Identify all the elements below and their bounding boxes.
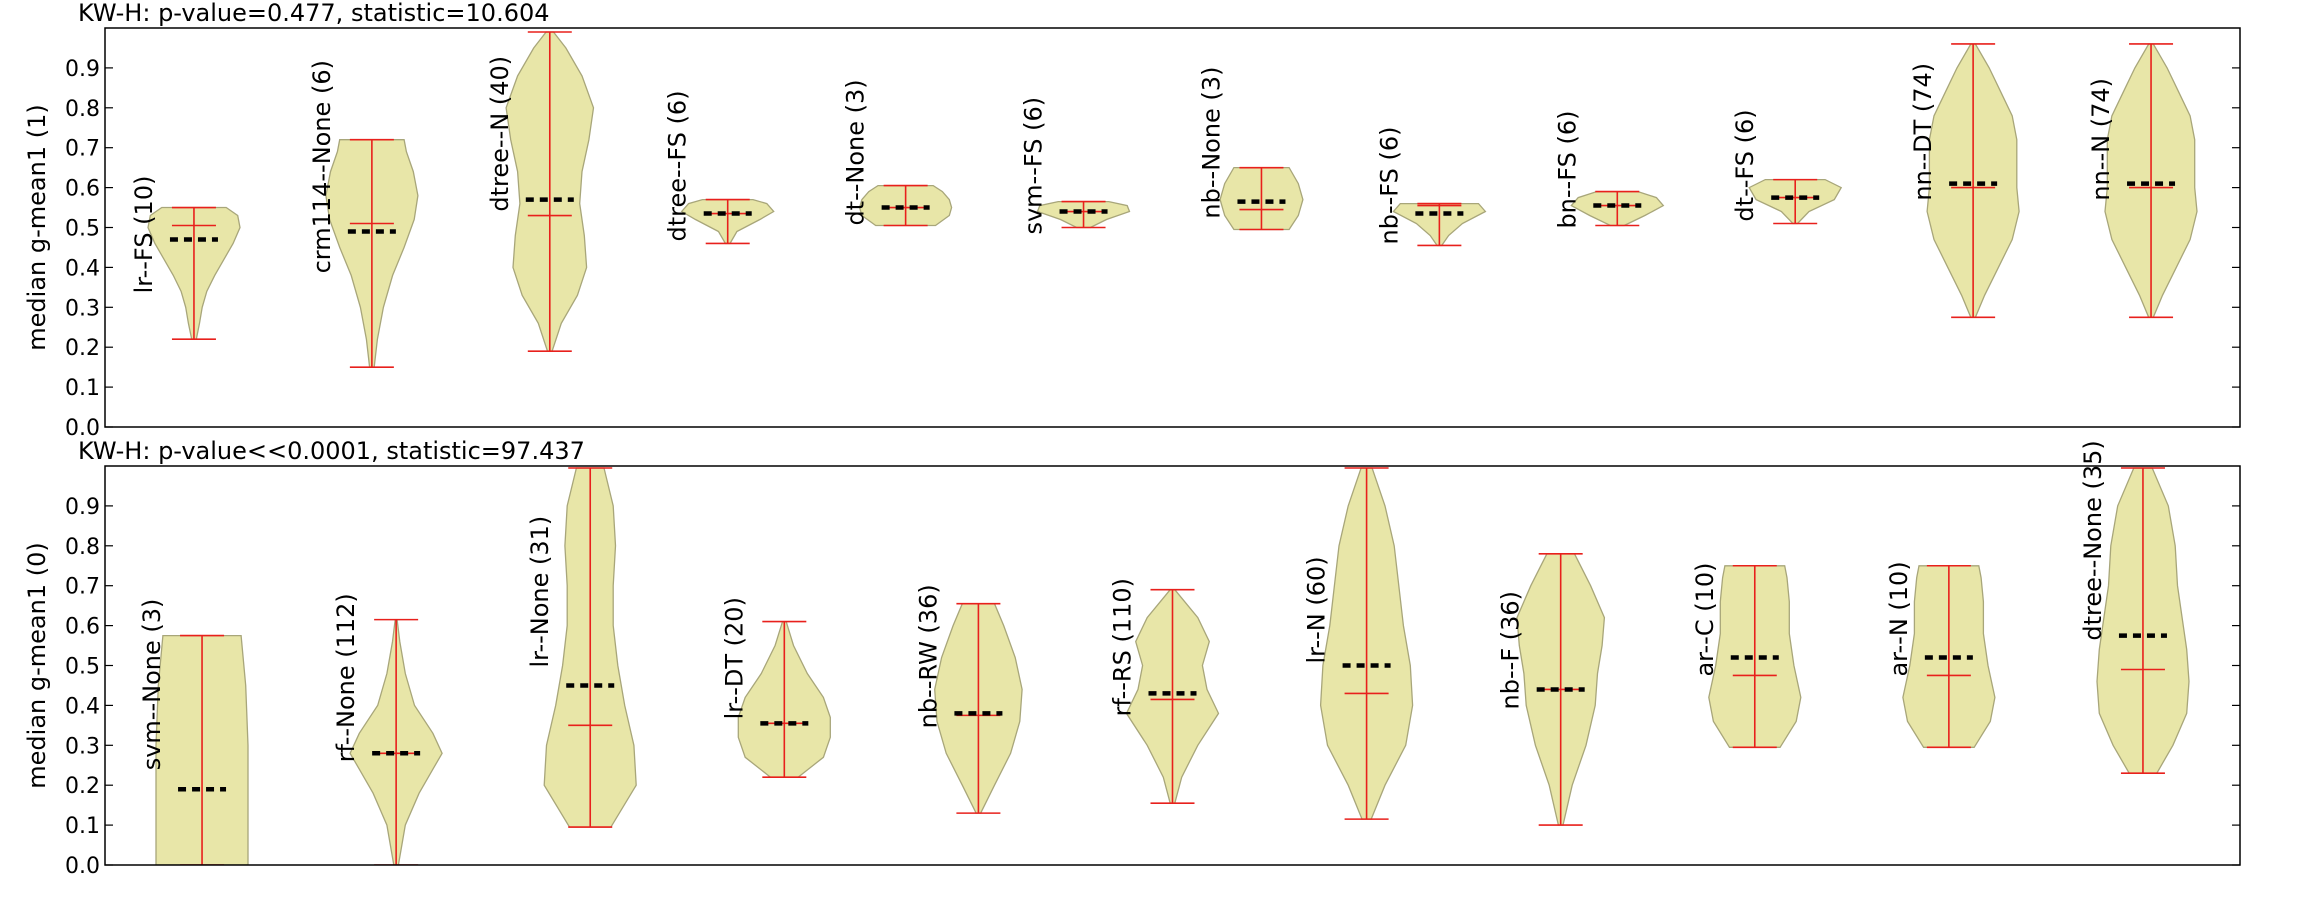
chart-panel-2: KW-H: p-value<<0.0001, statistic=97.437 m…	[23, 437, 2241, 879]
y-tick-label: 0.9	[65, 495, 100, 520]
violin-group	[1125, 588, 1220, 804]
y-tick-label: 0.7	[65, 575, 100, 600]
y-tick-label: 0.9	[65, 57, 100, 82]
category-label: dt--None (3)	[842, 79, 870, 225]
violin-group	[155, 634, 249, 865]
category-label: lr--None (31)	[526, 516, 554, 668]
y-axis-label: median g-mean1 (1)	[23, 104, 51, 350]
plot-frame	[104, 465, 2241, 866]
plot-area	[147, 31, 2198, 368]
y-tick-label: 0.6	[65, 177, 100, 202]
violin-group	[680, 198, 775, 245]
violin-group	[858, 184, 953, 227]
category-label: dtree--N (40)	[486, 56, 514, 212]
plot-frame	[104, 27, 2241, 428]
y-tick-label: 0.1	[65, 814, 100, 839]
category-label: lr--DT (20)	[720, 597, 748, 719]
violin-group	[1219, 166, 1304, 231]
category-label: dt--FS (6)	[1731, 109, 1759, 221]
category-label: crm114--None (6)	[308, 60, 336, 273]
category-label: nn--DT (74)	[1909, 63, 1937, 201]
plot-area	[155, 467, 2190, 865]
category-label: ar--N (10)	[1885, 561, 1913, 676]
y-tick-label: 0.4	[65, 256, 100, 281]
violin-group	[2096, 467, 2190, 775]
violin-group	[2104, 43, 2198, 319]
category-label: dtree--None (35)	[2079, 440, 2107, 640]
category-label: lr--FS (10)	[130, 176, 158, 294]
y-tick-label: 0.3	[65, 734, 100, 759]
violin-group	[1926, 43, 2020, 319]
category-label: nb--None (3)	[1197, 67, 1225, 219]
violin-group	[1708, 564, 1802, 749]
y-tick-label: 0.4	[65, 694, 100, 719]
chart-title: KW-H: p-value=0.477, statistic=10.604	[78, 0, 550, 27]
y-axis-label: median g-mean1 (0)	[23, 542, 51, 788]
category-label: rf--RS (110)	[1109, 578, 1137, 716]
category-label: nb--F (36)	[1497, 591, 1525, 709]
violin-group	[737, 620, 831, 779]
violin-group	[1319, 467, 1414, 820]
y-tick-label: 0.8	[65, 97, 100, 122]
category-label: nn--N (74)	[2087, 78, 2115, 201]
y-tick-label: 0.8	[65, 535, 100, 560]
category-label: svm--None (3)	[138, 599, 166, 771]
category-label: lr--N (60)	[1303, 556, 1331, 663]
violin-group	[543, 467, 637, 828]
category-label: ar--C (10)	[1691, 563, 1719, 677]
violin-group	[325, 138, 419, 368]
category-label: svm--FS (6)	[1020, 97, 1048, 235]
violin-group	[1748, 178, 1843, 225]
category-label: nb--RW (36)	[914, 584, 942, 728]
violin-group	[1516, 552, 1606, 826]
y-tick-label: 0.5	[65, 655, 100, 680]
y-tick-label: 0.2	[65, 774, 100, 799]
y-tick-label: 0.2	[65, 336, 100, 361]
y-tick-label: 0.0	[65, 416, 100, 441]
y-tick-label: 0.6	[65, 615, 100, 640]
y-tick-label: 0.0	[65, 854, 100, 879]
violin-group	[349, 618, 443, 865]
violin-group	[505, 31, 595, 352]
y-tick-label: 0.3	[65, 296, 100, 321]
y-tick-label: 0.1	[65, 376, 100, 401]
violin-group	[1570, 190, 1665, 227]
y-tick-label: 0.5	[65, 217, 100, 242]
violin-group	[934, 602, 1023, 814]
violin-group	[147, 206, 241, 341]
category-label: dtree--FS (6)	[664, 90, 692, 241]
chart-title: KW-H: p-value<<0.0001, statistic=97.437	[78, 437, 585, 465]
violin-group	[1392, 202, 1487, 247]
violin-group	[1036, 200, 1131, 229]
category-label: bn--FS (6)	[1553, 111, 1581, 229]
violin-group	[1902, 564, 1996, 749]
chart-panel-1: KW-H: p-value=0.477, statistic=10.604 med…	[23, 0, 2241, 441]
category-label: nb--FS (6)	[1375, 126, 1403, 244]
y-tick-label: 0.7	[65, 137, 100, 162]
category-label: rf--None (112)	[332, 593, 360, 762]
